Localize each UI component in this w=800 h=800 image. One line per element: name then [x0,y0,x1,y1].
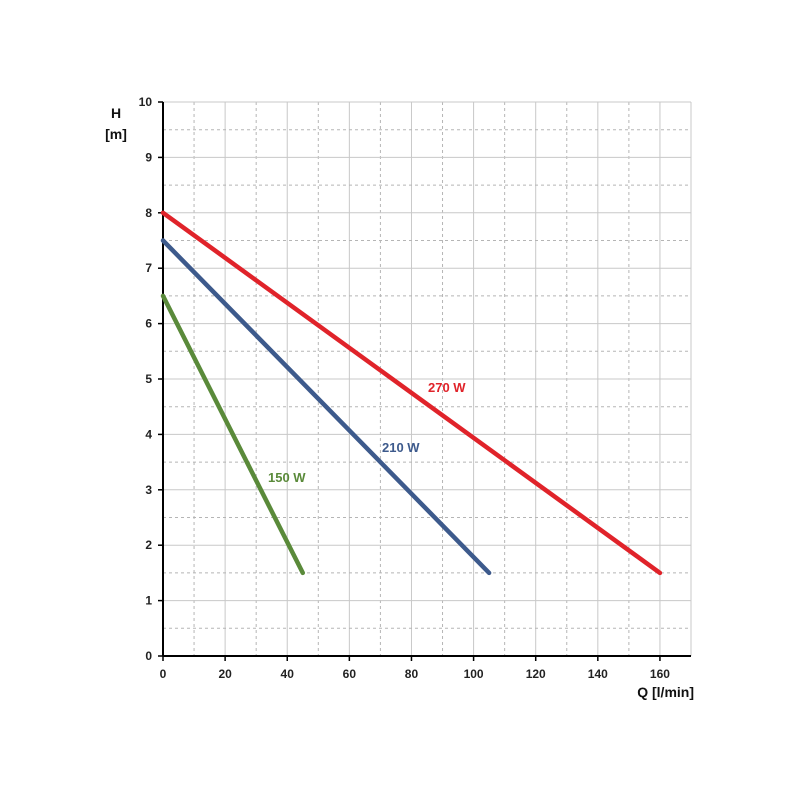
x-tick-label: 40 [281,667,295,681]
grid [163,101,692,656]
y-tick-label: 2 [145,538,152,552]
y-tick-label: 7 [145,261,152,275]
series-label: 150 W [268,470,306,485]
series-line-210w [160,238,492,576]
y-tick-label: 9 [145,150,152,164]
y-tick-label: 4 [145,427,152,441]
x-tick-label: 140 [588,667,608,681]
y-tick-label: 1 [145,594,152,608]
y-axis-unit: [m] [105,126,127,142]
series-label: 210 W [382,440,420,455]
series-line-270w [160,210,663,576]
series-lines [160,210,663,576]
y-axis-title: H [111,105,121,121]
y-tick-label: 6 [145,317,152,331]
series-line-150w [160,293,306,576]
x-tick-label: 80 [405,667,419,681]
x-tick-label: 160 [650,667,670,681]
x-tick-label: 120 [526,667,546,681]
y-tick-label: 8 [145,206,152,220]
x-tick-label: 0 [160,667,167,681]
x-tick-label: 100 [464,667,484,681]
y-tick-label: 10 [139,95,153,109]
x-tick-label: 20 [218,667,232,681]
y-tick-label: 0 [145,649,152,663]
y-tick-label: 5 [145,372,152,386]
x-tick-label: 60 [343,667,357,681]
x-axis-title: Q [l/min] [637,684,694,700]
y-tick-label: 3 [145,483,152,497]
series-label: 270 W [428,380,466,395]
series-labels: 150 W 210 W 270 W [268,380,466,485]
